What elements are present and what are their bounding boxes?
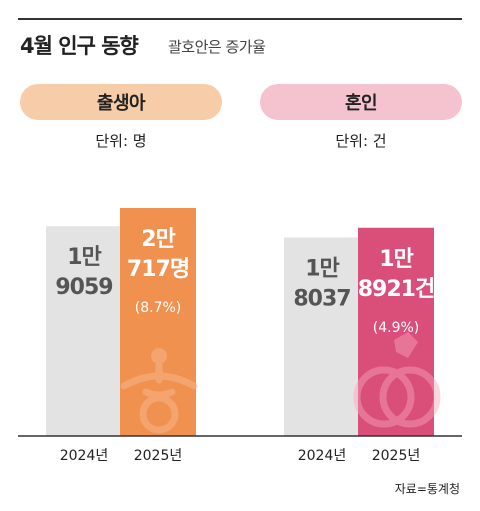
- x-tick-label: 2025년: [134, 448, 183, 464]
- growth-label: (4.9%): [373, 320, 420, 336]
- bar-births-2024: [46, 226, 122, 436]
- data-label: 1만: [67, 245, 101, 270]
- data-label: 1만: [305, 256, 339, 281]
- data-label: 2만: [141, 227, 175, 252]
- x-tick-label: 2024년: [60, 448, 109, 464]
- wedding-rings-icon: [353, 332, 441, 428]
- chart-subtitle: 괄호안은 증가율: [168, 38, 266, 56]
- unit-label-marriages: 단위: 건: [335, 132, 387, 150]
- growth-label: (8.7%): [135, 300, 182, 316]
- bar-marriages-2024: [284, 237, 360, 436]
- data-label: 1만: [379, 247, 413, 272]
- source-note: 자료=통계청: [394, 482, 460, 496]
- panel-label-marriages: 혼인: [260, 84, 462, 120]
- unit-label-births: 단위: 명: [95, 132, 147, 150]
- data-label: 9059: [55, 275, 112, 300]
- bar-marriages-2025: [358, 227, 434, 436]
- x-tick-label: 2025년: [372, 448, 421, 464]
- top-rule: [18, 18, 462, 20]
- data-label: 717명: [127, 257, 189, 282]
- data-label: 8037: [293, 286, 350, 311]
- chart-title: 4월 인구 동향: [20, 34, 139, 58]
- panel-label-births: 출생아: [20, 84, 222, 120]
- x-tick-label: 2024년: [298, 448, 347, 464]
- data-label: 8921건: [358, 277, 434, 302]
- pacifier-icon: [120, 348, 198, 434]
